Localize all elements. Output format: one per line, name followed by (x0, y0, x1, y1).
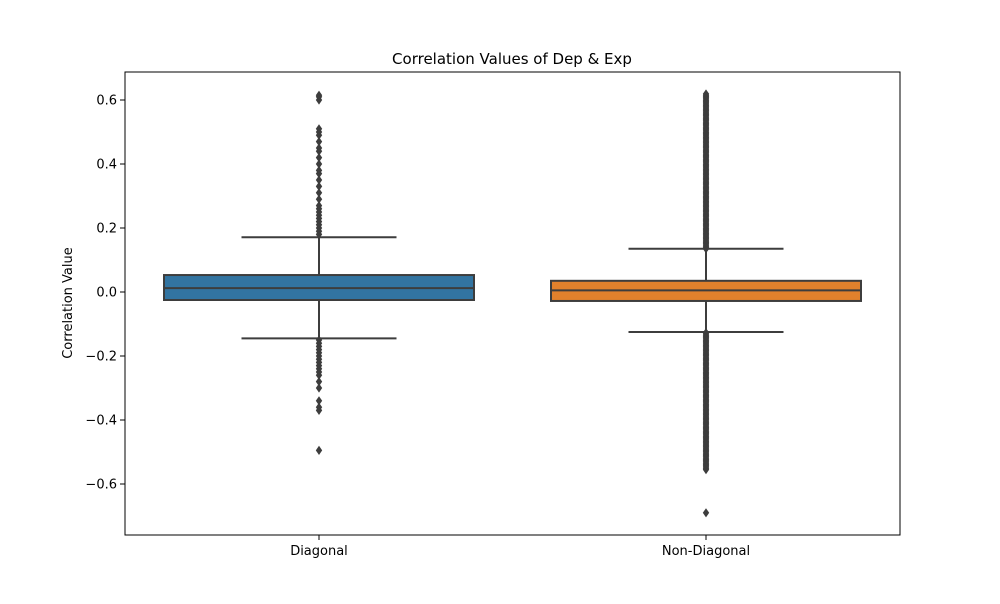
y-tick-label: −0.2 (85, 350, 117, 365)
outlier-point (315, 445, 323, 455)
outlier-point (315, 201, 323, 211)
outlier-point (315, 405, 323, 415)
outlier-point (315, 175, 323, 185)
outlier-point (315, 153, 323, 163)
box-group-diagonal (163, 90, 475, 455)
y-tick-label: −0.4 (85, 414, 117, 429)
outlier-point (315, 124, 323, 134)
outlier-point (315, 383, 323, 393)
x-tick-label: Diagonal (290, 544, 348, 559)
outlier-point (315, 370, 323, 380)
outlier-point (315, 377, 323, 387)
y-tick-label: 0.4 (96, 158, 117, 173)
y-axis-label: Correlation Value (61, 247, 76, 359)
y-tick-label: 0.6 (96, 94, 117, 109)
y-tick-label: 0.2 (96, 222, 117, 237)
axes-frame (124, 71, 901, 536)
chart-title: Correlation Values of Dep & Exp (392, 50, 632, 68)
plot-area (163, 89, 862, 518)
outlier-point (315, 159, 323, 169)
outlier-point (315, 396, 323, 406)
x-tick-label: Non-Diagonal (662, 544, 750, 559)
outlier-point (702, 89, 710, 99)
axes: Diagonal Non-Diagonal 0.6 0.4 0.2 0.0 −0.2 −0.4… (85, 71, 901, 559)
outlier-point (702, 508, 710, 518)
outlier-point (315, 194, 323, 204)
outlier-point (315, 181, 323, 191)
outlier-point (315, 90, 323, 100)
outlier-point (315, 165, 323, 175)
outlier-point (315, 143, 323, 153)
outlier-point (702, 328, 710, 338)
box-group-non-diagonal (550, 89, 862, 518)
outlier-point (315, 188, 323, 198)
outlier-point (315, 137, 323, 147)
y-tick-label: −0.6 (85, 478, 117, 493)
y-tick-label: 0.0 (96, 286, 117, 301)
